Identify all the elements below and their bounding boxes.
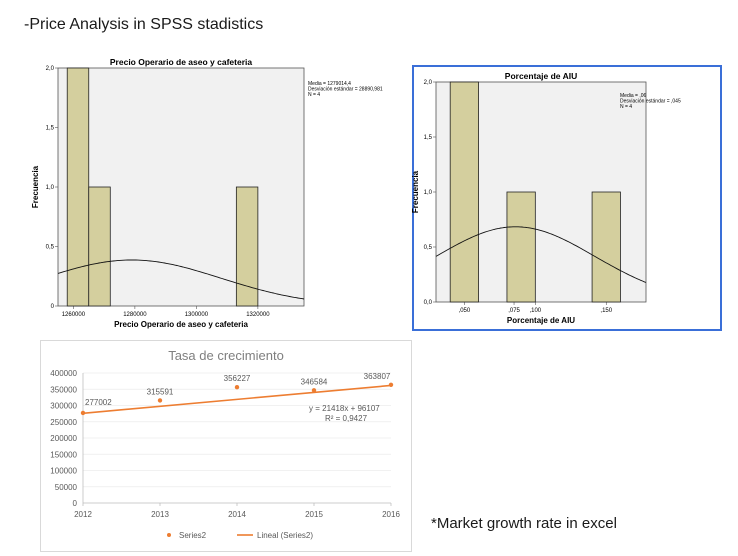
data-point bbox=[388, 382, 394, 387]
y-tick-label: 1,5 bbox=[424, 135, 433, 141]
data-point bbox=[234, 385, 240, 390]
stats-text: N = 4 bbox=[308, 92, 320, 98]
normal-curve bbox=[435, 226, 647, 283]
data-point bbox=[80, 410, 86, 416]
stats-text: Desviación estándar = 28890,981 bbox=[308, 87, 383, 93]
histogram-aiu: Porcentaje de AIU 0,0 0,5 1,0 1,5 2,0 ,050 ,075… bbox=[411, 71, 681, 325]
y-tick-label: 350000 bbox=[50, 385, 77, 394]
stats-text: Media = 1279014,4 bbox=[308, 81, 351, 87]
data-label: 315591 bbox=[147, 387, 174, 396]
data-label: 346584 bbox=[301, 377, 328, 386]
y-tick-label: 0,0 bbox=[424, 300, 433, 306]
histogram-bar bbox=[591, 191, 621, 303]
histogram-precio: Precio Operario de aseo y cafeteria 0 0,5 1… bbox=[31, 57, 383, 329]
x-tick-label: 2012 bbox=[74, 510, 92, 519]
y-tick-label: 300000 bbox=[50, 402, 77, 411]
x-tick-label: ,075 bbox=[508, 308, 520, 314]
stats-text: Media = ,06 bbox=[620, 93, 646, 99]
histogram-bar bbox=[506, 191, 536, 303]
y-tick-label: 200000 bbox=[50, 434, 77, 443]
x-tick-label: 1320000 bbox=[246, 312, 270, 318]
x-axis-label: Precio Operario de aseo y cafeteria bbox=[114, 320, 248, 329]
data-label: 277002 bbox=[85, 398, 112, 407]
histogram-bar bbox=[235, 186, 259, 307]
x-tick-label: 1260000 bbox=[62, 312, 86, 318]
chart-title: Precio Operario de aseo y cafeteria bbox=[110, 57, 252, 67]
legend-label-trendline: Lineal (Series2) bbox=[257, 531, 313, 540]
y-tick-label: 250000 bbox=[50, 418, 77, 427]
legend-marker-series bbox=[167, 533, 171, 537]
trendline bbox=[82, 384, 392, 415]
x-tick-label: ,100 bbox=[529, 308, 541, 314]
chart-panel-precio: Precio Operario de aseo y cafeteria 0 0,5 1… bbox=[26, 50, 383, 338]
y-tick-label: 1,5 bbox=[46, 126, 55, 132]
y-axis-label: Frecuencia bbox=[31, 165, 40, 208]
histogram-bar bbox=[88, 186, 111, 307]
stats-text: N = 4 bbox=[620, 104, 632, 110]
data-label: 363807 bbox=[364, 372, 391, 381]
y-tick-label: 1,0 bbox=[424, 190, 433, 196]
y-tick-label: 0,5 bbox=[46, 245, 55, 251]
footnote: *Market growth rate in excel bbox=[431, 515, 617, 532]
chart-title: Porcentaje de AIU bbox=[505, 71, 577, 81]
chart-title: Tasa de crecimiento bbox=[168, 348, 284, 363]
stats-text: Desviación estándar = ,045 bbox=[620, 99, 681, 105]
growth-chart: Tasa de crecimiento 0 50000 100000 150000 200… bbox=[50, 348, 400, 540]
data-point bbox=[157, 398, 163, 403]
x-tick-label: 2013 bbox=[151, 510, 169, 519]
y-tick-label: 150000 bbox=[50, 450, 77, 459]
histogram-bar bbox=[449, 81, 479, 303]
trendline-equation: y = 21418x + 96107 bbox=[309, 404, 380, 413]
histogram-bar bbox=[66, 67, 90, 307]
legend-label-series: Series2 bbox=[179, 531, 207, 540]
x-tick-label: ,050 bbox=[459, 308, 471, 314]
y-tick-label: 0 bbox=[51, 304, 55, 310]
trendline-r2: R² = 0,9427 bbox=[325, 414, 368, 423]
data-label: 356227 bbox=[224, 374, 251, 383]
y-tick-label: 1,0 bbox=[46, 185, 55, 191]
chart-panel-growth: Tasa de crecimiento 0 50000 100000 150000 200… bbox=[40, 340, 412, 552]
y-axis-label: Frecuencia bbox=[411, 170, 420, 213]
y-tick-label: 0 bbox=[73, 499, 78, 508]
y-tick-label: 100000 bbox=[50, 467, 77, 476]
x-tick-label: 1300000 bbox=[185, 312, 209, 318]
y-tick-label: 50000 bbox=[55, 483, 78, 492]
y-tick-label: 400000 bbox=[50, 369, 77, 378]
data-point bbox=[311, 388, 317, 393]
x-tick-label: 2015 bbox=[305, 510, 323, 519]
y-tick-label: 0,5 bbox=[424, 245, 433, 251]
x-tick-label: 2014 bbox=[228, 510, 246, 519]
x-tick-label: 1280000 bbox=[123, 312, 147, 318]
normal-curve bbox=[57, 259, 305, 300]
page-title: -Price Analysis in SPSS stadistics bbox=[24, 16, 264, 33]
y-tick-label: 2,0 bbox=[424, 80, 433, 86]
x-tick-label: 2016 bbox=[382, 510, 400, 519]
x-tick-label: ,150 bbox=[600, 308, 612, 314]
chart-panel-aiu[interactable]: Porcentaje de AIU 0,0 0,5 1,0 1,5 2,0 ,050 ,075… bbox=[411, 65, 722, 331]
x-axis-label: Porcentaje de AIU bbox=[507, 316, 575, 325]
y-tick-label: 2,0 bbox=[46, 66, 55, 72]
